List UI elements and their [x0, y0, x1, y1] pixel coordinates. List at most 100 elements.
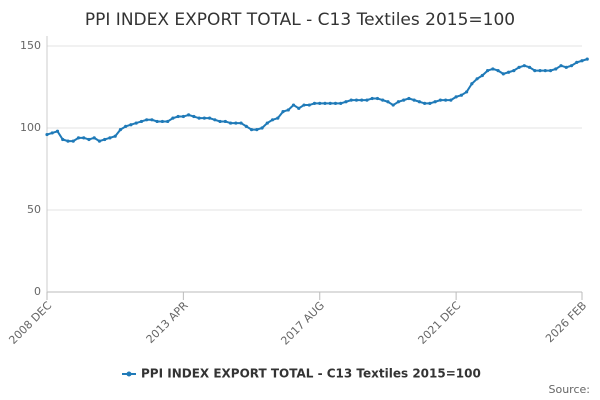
point-marker — [113, 134, 117, 138]
point-marker — [207, 116, 212, 120]
point-marker — [417, 100, 422, 104]
point-marker — [333, 101, 338, 105]
point-marker — [166, 119, 170, 124]
legend-marker — [126, 371, 132, 377]
point-marker — [344, 100, 348, 104]
point-marker — [517, 65, 521, 69]
point-marker — [365, 98, 369, 102]
point-marker — [176, 114, 180, 119]
point-marker — [218, 119, 222, 124]
point-marker — [444, 98, 448, 102]
point-marker — [139, 119, 144, 124]
point-marker — [255, 128, 259, 132]
chart-title: PPI INDEX EXPORT TOTAL - C13 Textiles 20… — [85, 10, 515, 30]
point-marker — [118, 128, 123, 132]
point-marker — [386, 100, 390, 104]
point-marker — [265, 121, 269, 125]
point-marker — [543, 69, 547, 73]
y-tick-label: 0 — [34, 285, 41, 298]
legend-label: PPI INDEX EXPORT TOTAL - C13 Textiles 20… — [141, 367, 481, 381]
point-marker — [223, 119, 227, 124]
point-marker — [318, 101, 322, 105]
point-marker — [533, 69, 537, 73]
point-marker — [491, 67, 495, 71]
point-marker — [197, 116, 201, 120]
source-label: Source: — [549, 383, 591, 396]
point-marker — [339, 101, 343, 105]
point-marker — [554, 67, 558, 71]
point-marker — [50, 131, 54, 135]
y-tick-label: 150 — [20, 39, 41, 52]
point-marker — [92, 136, 96, 140]
point-marker — [291, 103, 296, 107]
x-tick-label: 2017 AUG — [278, 299, 327, 348]
point-marker — [108, 136, 112, 140]
point-marker — [349, 98, 353, 102]
point-marker — [155, 119, 159, 124]
point-marker — [150, 118, 154, 122]
point-marker — [485, 69, 490, 73]
point-marker — [375, 96, 380, 101]
series-line — [46, 58, 588, 143]
point-marker — [381, 98, 385, 102]
point-marker — [423, 101, 427, 105]
point-marker — [569, 64, 574, 68]
point-marker — [260, 126, 264, 130]
point-marker — [239, 121, 243, 125]
point-marker — [160, 119, 164, 124]
point-marker — [512, 69, 516, 73]
point-marker — [66, 139, 70, 143]
point-marker — [302, 103, 306, 107]
point-marker — [522, 64, 526, 68]
point-marker — [527, 65, 532, 69]
point-marker — [370, 96, 374, 101]
point-marker — [87, 137, 91, 142]
point-marker — [323, 101, 327, 105]
x-tick-label: 2021 DEC — [416, 299, 464, 347]
point-marker — [480, 73, 484, 78]
point-marker — [45, 132, 49, 137]
point-marker — [71, 139, 75, 143]
point-marker — [82, 136, 86, 140]
point-marker — [124, 124, 128, 128]
point-marker — [307, 103, 311, 107]
point-marker — [575, 60, 579, 64]
point-marker — [391, 103, 395, 107]
point-marker — [506, 70, 511, 74]
point-marker — [433, 100, 437, 104]
point-marker — [286, 108, 290, 112]
y-tick-label: 100 — [20, 121, 41, 134]
point-marker — [76, 136, 81, 140]
x-tick-label: 2013 APR — [144, 299, 191, 346]
point-marker — [470, 82, 474, 86]
point-marker — [428, 101, 432, 105]
point-marker — [171, 116, 175, 120]
point-marker — [459, 93, 463, 97]
point-marker — [270, 118, 275, 122]
point-marker — [281, 110, 285, 114]
point-marker — [454, 95, 458, 99]
point-marker — [501, 72, 505, 76]
point-marker — [187, 113, 191, 117]
point-marker — [585, 57, 589, 61]
point-marker — [354, 98, 359, 102]
point-marker — [244, 124, 248, 128]
x-tick-label: 2008 DEC — [6, 299, 54, 347]
point-marker — [475, 77, 479, 81]
point-marker — [328, 101, 332, 105]
point-marker — [396, 100, 401, 104]
point-marker — [202, 116, 206, 120]
point-marker — [465, 90, 469, 94]
point-marker — [134, 121, 138, 125]
point-marker — [412, 98, 416, 102]
point-marker — [564, 65, 568, 69]
point-marker — [276, 116, 280, 120]
point-marker — [548, 69, 553, 73]
point-marker — [129, 123, 133, 127]
point-marker — [55, 129, 60, 133]
point-marker — [538, 69, 542, 73]
point-marker — [438, 98, 442, 102]
point-marker — [402, 98, 406, 102]
point-marker — [228, 121, 233, 125]
